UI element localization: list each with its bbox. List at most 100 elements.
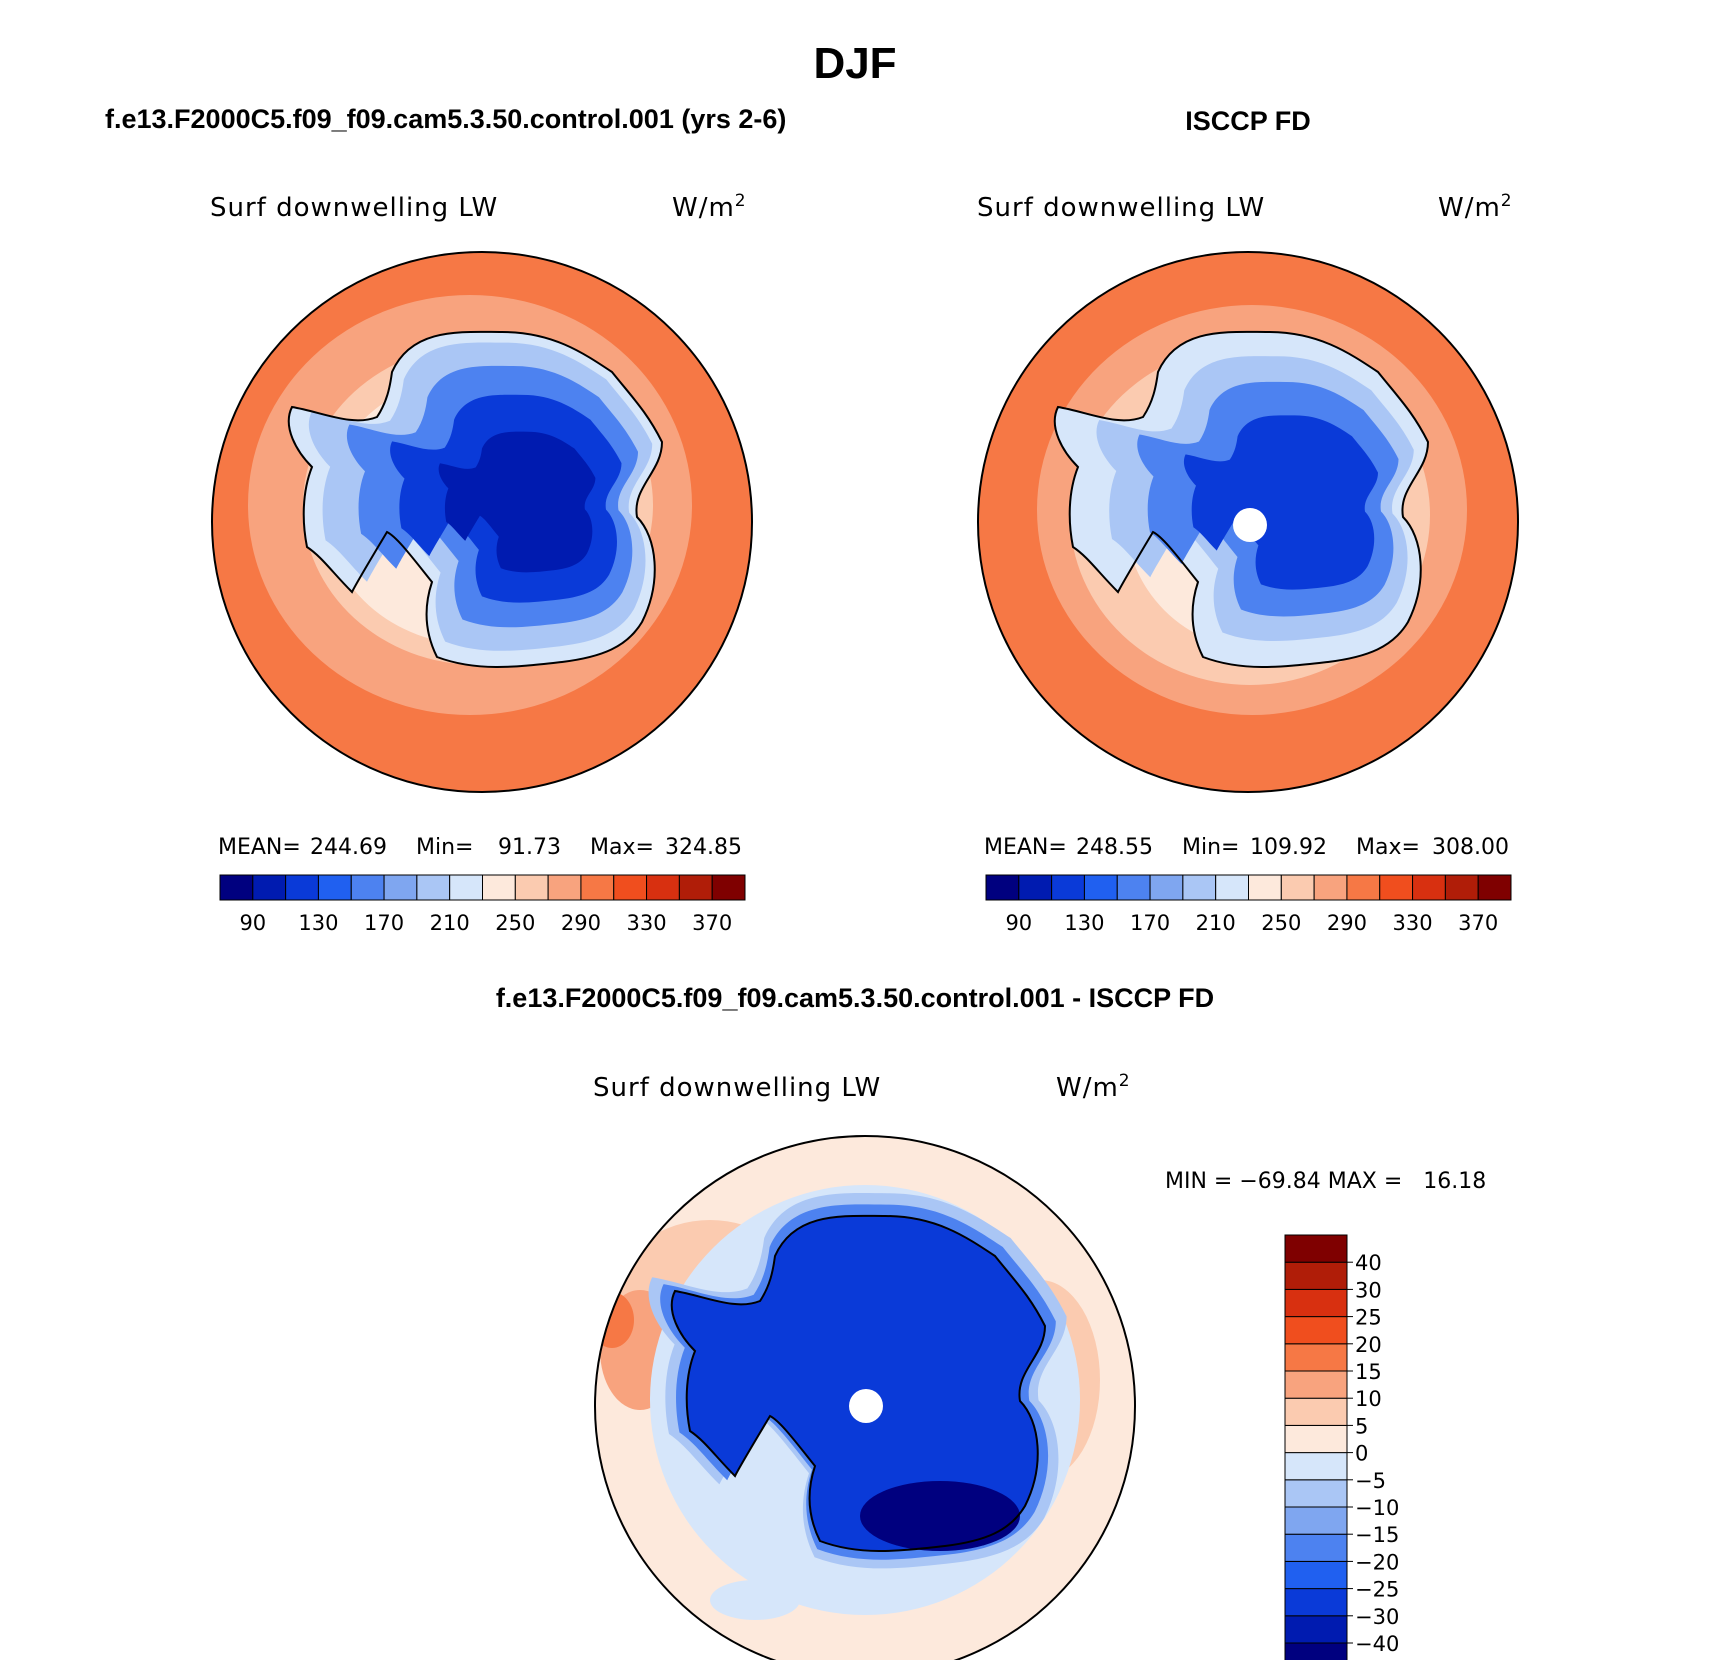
model-min-label: Min= xyxy=(416,835,473,860)
diff-colorbar-tick-label: −15 xyxy=(1355,1523,1399,1547)
obs-colorbar-tick-label: 90 xyxy=(1005,911,1032,935)
diff-colorbar-swatch xyxy=(1284,1642,1348,1660)
model-colorbar: 90 130 170 210 250 290 330 370 xyxy=(219,874,746,935)
diff-colorbar-tick-label: −5 xyxy=(1355,1469,1386,1493)
diff-colorbar-tick-label: 5 xyxy=(1355,1414,1368,1438)
model-colorbar-tick-label: 130 xyxy=(298,911,338,935)
diff-colorbar-tick-label: 30 xyxy=(1355,1278,1382,1302)
model-colorbar-tick-label: 250 xyxy=(495,911,535,935)
obs-colorbar-swatch xyxy=(1444,874,1479,901)
diff-colorbar-swatch xyxy=(1284,1316,1348,1345)
obs-min-label: Min= xyxy=(1182,835,1239,860)
model-colorbar-swatch xyxy=(514,874,549,901)
diff-colorbar-swatch xyxy=(1284,1288,1348,1318)
diff-map-ice-pale-patch xyxy=(710,1580,800,1620)
model-variable-label: Surf downwelling LW xyxy=(210,193,498,223)
model-min-value: 91.73 xyxy=(498,835,561,860)
obs-colorbar-swatch xyxy=(1116,874,1151,901)
diff-colorbar-swatch xyxy=(1284,1560,1348,1590)
obs-colorbar-swatch xyxy=(1346,874,1381,901)
obs-colorbar-swatch xyxy=(1248,874,1282,901)
obs-colorbar-swatch xyxy=(1018,874,1053,901)
obs-units-label: W/m2 xyxy=(1438,191,1513,223)
model-panel-title: f.e13.F2000C5.f09_f09.cam5.3.50.control.… xyxy=(105,104,786,134)
obs-colorbar-swatch xyxy=(985,874,1020,901)
obs-colorbar-tick-label: 250 xyxy=(1261,911,1301,935)
model-mean-label: MEAN= xyxy=(218,835,301,860)
obs-panel-title: ISCCP FD xyxy=(1185,106,1311,136)
model-colorbar-tick-label: 290 xyxy=(561,911,601,935)
diff-colorbar-tick-label: 10 xyxy=(1355,1387,1382,1411)
model-colorbar-tick-label: 90 xyxy=(239,911,266,935)
diff-colorbar-tick-label: −30 xyxy=(1355,1605,1399,1629)
obs-mean-value: 248.55 xyxy=(1076,835,1153,860)
obs-variable-label: Surf downwelling LW xyxy=(977,193,1265,223)
diff-colorbar-swatch xyxy=(1284,1615,1348,1644)
model-colorbar-swatch xyxy=(580,874,615,901)
diff-colorbar-tick-label: 40 xyxy=(1355,1251,1382,1275)
diff-map xyxy=(595,1136,1135,1660)
model-colorbar-swatch xyxy=(416,874,451,901)
diff-colorbar-swatch xyxy=(1284,1370,1348,1399)
diff-colorbar-tick-label: 25 xyxy=(1355,1306,1382,1330)
diff-colorbar-swatch xyxy=(1284,1588,1348,1617)
obs-colorbar-swatch xyxy=(1215,874,1249,901)
obs-max-value: 308.00 xyxy=(1432,835,1509,860)
diff-units-label: W/m2 xyxy=(1056,1071,1131,1103)
diff-colorbar-swatch xyxy=(1284,1234,1348,1263)
obs-colorbar-swatch xyxy=(1313,874,1348,901)
diff-variable-label: Surf downwelling LW xyxy=(593,1073,881,1103)
model-map xyxy=(212,252,752,792)
diff-colorbar-swatch xyxy=(1284,1343,1348,1372)
model-units-label: W/m2 xyxy=(672,191,747,223)
model-colorbar-tick-label: 370 xyxy=(692,911,732,935)
diff-colorbar-swatch xyxy=(1284,1397,1348,1426)
model-colorbar-tick-label: 170 xyxy=(364,911,404,935)
obs-colorbar-tick-label: 290 xyxy=(1327,911,1367,935)
model-colorbar-swatch xyxy=(317,874,352,901)
diff-colorbar-tick-label: −20 xyxy=(1355,1550,1399,1574)
diff-pole-missing xyxy=(849,1389,883,1423)
obs-colorbar: 90 130 170 210 250 290 330 370 xyxy=(985,874,1512,935)
model-colorbar-swatch xyxy=(383,874,418,901)
model-colorbar-swatch xyxy=(449,874,483,901)
obs-map xyxy=(978,252,1518,792)
diff-colorbar-swatch xyxy=(1284,1479,1348,1508)
diff-colorbar-tick-label: 20 xyxy=(1355,1333,1382,1357)
obs-map-boundary xyxy=(977,251,1519,793)
obs-colorbar-tick-label: 130 xyxy=(1064,911,1104,935)
obs-colorbar-swatch xyxy=(1280,874,1315,901)
obs-colorbar-tick-label: 330 xyxy=(1393,911,1433,935)
diff-minmax-text: MIN = −69.84 MAX = 16.18 xyxy=(1165,1169,1486,1194)
diff-colorbar-tick-label: 15 xyxy=(1355,1360,1382,1384)
obs-colorbar-tick-label: 210 xyxy=(1196,911,1236,935)
obs-pole-missing xyxy=(1233,508,1267,542)
obs-colorbar-swatch xyxy=(1149,874,1184,901)
model-colorbar-swatch xyxy=(678,874,713,901)
model-colorbar-swatch xyxy=(350,874,385,901)
model-colorbar-swatch xyxy=(285,874,319,901)
obs-colorbar-swatch xyxy=(1051,874,1085,901)
diff-colorbar: −40 −30 −25 −20 −15 −10 −5 0 5 10 15 20 25 30 40 xyxy=(1284,1234,1399,1660)
obs-colorbar-swatch xyxy=(1412,874,1446,901)
obs-colorbar-swatch xyxy=(1083,874,1118,901)
diff-colorbar-swatch xyxy=(1284,1452,1348,1481)
diff-colorbar-swatch xyxy=(1284,1424,1348,1454)
model-colorbar-tick-label: 330 xyxy=(627,911,667,935)
model-colorbar-swatch xyxy=(711,874,746,901)
obs-mean-label: MEAN= xyxy=(984,835,1067,860)
model-colorbar-swatch xyxy=(646,874,680,901)
model-map-boundary xyxy=(211,251,753,793)
diff-colorbar-tick-label: −40 xyxy=(1355,1632,1399,1656)
obs-colorbar-tick-label: 170 xyxy=(1130,911,1170,935)
model-colorbar-tick-label: 210 xyxy=(430,911,470,935)
obs-colorbar-swatch xyxy=(1379,874,1414,901)
diff-colorbar-tick-label: 0 xyxy=(1355,1442,1368,1466)
model-colorbar-swatch xyxy=(219,874,254,901)
obs-min-value: 109.92 xyxy=(1250,835,1327,860)
diff-colorbar-tick-label: −10 xyxy=(1355,1496,1399,1520)
diff-colorbar-swatch xyxy=(1284,1506,1348,1535)
diff-map-boundary xyxy=(594,1135,1136,1660)
diff-colorbar-swatch xyxy=(1284,1533,1348,1562)
